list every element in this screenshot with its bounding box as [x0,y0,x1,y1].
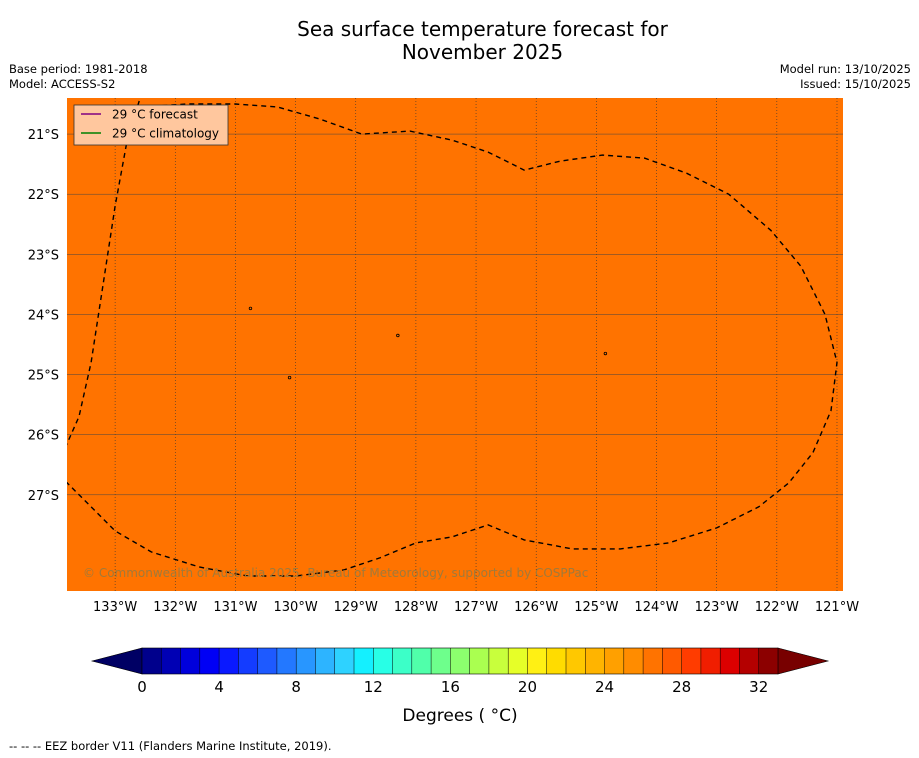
colorbar-tick-label: 12 [364,678,383,696]
chart-title: Sea surface temperature forecast for Nov… [0,18,919,64]
colorbar-segment [180,648,201,674]
y-tick-label: 22°S [28,188,59,203]
colorbar-segment [238,648,258,674]
base-period-text: Base period: 1981-2018 [9,62,148,76]
model-text: Model: ACCESS-S2 [9,77,116,91]
colorbar-segment [431,648,451,674]
colorbar-segment [527,648,548,674]
island-marker [248,306,253,311]
x-tick-label: 128°W [394,600,438,615]
colorbar-tick-label: 20 [518,678,537,696]
x-tick-label: 124°W [634,600,678,615]
colorbar-segment [142,648,162,674]
x-tick-label: 123°W [695,600,739,615]
gridlines [67,98,843,591]
x-tick-label: 122°W [755,600,799,615]
legend-forecast-label: 29 °C forecast [112,108,198,122]
y-tick-label: 26°S [28,429,59,444]
colorbar-segment [257,648,278,674]
colorbar-tick-label: 28 [672,678,691,696]
islands [248,306,608,380]
colorbar-segment [392,648,413,674]
colorbar-segment [199,648,220,674]
x-tick-label: 130°W [274,600,318,615]
colorbar-segment [161,648,181,674]
model-run-text: Model run: 13/10/2025 [779,62,911,76]
colorbar-tick-label: 16 [441,678,460,696]
colorbar-tick-label: 8 [291,678,301,696]
colorbar-segment [411,648,432,674]
eez-footnote: -- -- -- EEZ border V11 (Flanders Marine… [9,739,332,753]
title-line-1: Sea surface temperature forecast for [297,17,668,41]
contour-band-26-27 [67,98,843,591]
legend-climatology-label: 29 °C climatology [112,127,219,141]
colorbar-segment [585,648,605,674]
colorbar-segment [604,648,625,674]
y-tick-label: 25°S [28,369,59,384]
colorbar-segment [681,648,702,674]
colorbar-segment [643,648,663,674]
colorbar-segment [700,648,721,674]
colorbar-segment [296,648,316,674]
colorbar-segment [662,648,682,674]
x-axis-ticks: 133°W 132°W 131°W 130°W 129°W 128°W 127°W 126°W… [93,600,859,615]
x-tick-label: 127°W [454,600,498,615]
colorbar-segment [566,648,586,674]
x-tick-label: 121°W [815,600,859,615]
colorbar-tick-label: 32 [749,678,768,696]
y-tick-label: 21°S [28,128,59,143]
colorbar-segment [623,648,644,674]
title-line-2: November 2025 [401,40,564,64]
colorbar-tick-label: 0 [137,678,147,696]
colorbar-segment [450,648,470,674]
colorbar-frame [141,647,779,675]
meta-left: Base period: 1981-2018 Model: ACCESS-S2 [9,62,148,92]
colorbar-segment [508,648,528,674]
colorbar-segment [354,648,374,674]
meta-right: Model run: 13/10/2025 Issued: 15/10/2025 [780,62,911,92]
colorbar-segment [373,648,393,674]
island-marker [396,333,400,338]
colorbar-segment [276,648,297,674]
colorbar-ticks: 0 4 8 12 16 20 24 28 32 [137,678,768,696]
island-marker [287,375,292,380]
colorbar-tick-label: 4 [214,678,224,696]
colorbar-over-arrow [777,647,830,675]
y-tick-label: 23°S [28,248,59,263]
colorbar-title: Degrees ( °C) [402,706,517,726]
colorbar-under-arrow [90,647,143,675]
y-axis-ticks: 21°S 22°S 23°S 24°S 25°S 26°S 27°S [28,128,59,504]
colorbar-segment [219,648,239,674]
x-tick-label: 129°W [334,600,378,615]
x-tick-label: 126°W [514,600,558,615]
colorbar-segment [488,648,509,674]
colorbar-segment [469,648,490,674]
y-tick-label: 27°S [28,489,59,504]
issued-text: Issued: 15/10/2025 [800,77,911,91]
colorbar-segment [720,648,740,674]
y-tick-label: 24°S [28,308,59,323]
colorbar [90,647,830,675]
x-tick-label: 131°W [213,600,257,615]
colorbar-tick-label: 24 [595,678,614,696]
colorbar-segment [758,648,779,674]
contour-fills [67,98,843,591]
legend-box: 29 °C forecast 29 °C climatology [73,104,229,146]
x-tick-label: 133°W [93,600,137,615]
colorbar-segment [546,648,567,674]
colorbar-segment [334,648,355,674]
x-tick-label: 132°W [153,600,197,615]
copyright-notice: © Commonwealth of Australia 2025, Bureau… [83,566,588,580]
colorbar-segment [315,648,336,674]
island-marker [603,351,608,356]
x-tick-label: 125°W [574,600,618,615]
colorbar-segment [739,648,760,674]
